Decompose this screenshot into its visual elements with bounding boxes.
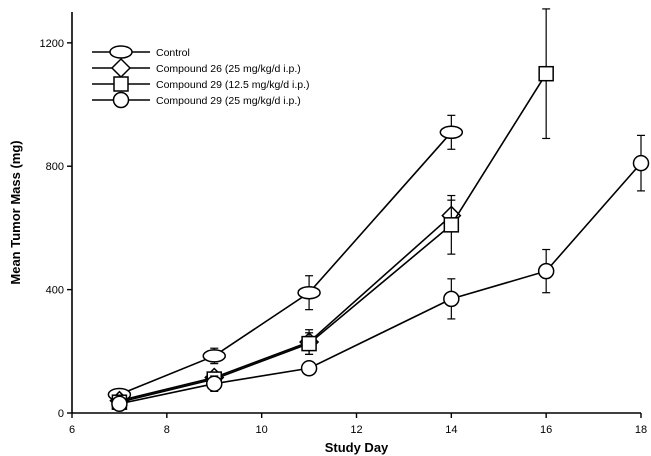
- legend: Control Compound 26 (25 mg/kg/d i.p.) Comp…: [92, 45, 310, 109]
- legend-entry-2: Compound 26 (25 mg/kg/d i.p.): [92, 57, 301, 79]
- data-point: [443, 290, 460, 308]
- x-tick-label: 12: [350, 424, 362, 436]
- data-point: [297, 285, 321, 300]
- x-tick-label: 8: [164, 424, 170, 436]
- data-point: [202, 349, 226, 363]
- legend-marker: [110, 57, 132, 79]
- legend-entry-1: Control: [92, 45, 190, 59]
- x-tick-label: 10: [256, 424, 268, 436]
- x-tick-label: 18: [635, 424, 647, 436]
- series-2: [109, 199, 462, 411]
- legend-marker: [113, 76, 129, 92]
- series-4: [111, 134, 650, 412]
- legend-label: Compound 29 (12.5 mg/kg/d i.p.): [156, 79, 310, 91]
- y-tick-label: 400: [46, 285, 64, 297]
- series-1: [107, 114, 464, 402]
- data-point: [206, 375, 223, 392]
- x-tick-label: 14: [445, 424, 457, 436]
- data-point: [443, 217, 460, 233]
- data-point: [538, 65, 554, 82]
- data-point: [537, 262, 555, 280]
- legend-marker: [112, 91, 130, 109]
- legend-label: Compound 29 (25 mg/kg/d i.p.): [156, 95, 301, 107]
- data-point: [632, 154, 650, 172]
- y-tick-label: 0: [58, 408, 64, 420]
- data-point: [301, 335, 317, 352]
- series-line: [119, 214, 452, 402]
- x-tick-label: 16: [540, 424, 552, 436]
- series-line: [119, 73, 547, 403]
- data-point: [439, 125, 464, 140]
- axes: 6 8 10 12 14 16 18 0 400 800 1200: [40, 12, 647, 436]
- legend-marker: [109, 45, 133, 59]
- series-line: [119, 162, 642, 405]
- legend-entry-3: Compound 29 (12.5 mg/kg/d i.p.): [92, 76, 310, 92]
- series-layer: [107, 8, 650, 412]
- legend-entry-4: Compound 29 (25 mg/kg/d i.p.): [92, 91, 301, 109]
- data-point: [111, 395, 128, 412]
- legend-label: Control: [156, 47, 190, 59]
- x-tick-label: 6: [69, 424, 75, 436]
- data-point: [300, 360, 318, 377]
- series-line: [119, 131, 452, 396]
- y-tick-label: 800: [46, 161, 64, 173]
- y-axis-label: Mean Tumor Mass (mg): [8, 140, 23, 284]
- legend-label: Compound 26 (25 mg/kg/d i.p.): [156, 63, 301, 75]
- x-axis-label: Study Day: [325, 440, 389, 455]
- y-tick-label: 1200: [40, 38, 64, 50]
